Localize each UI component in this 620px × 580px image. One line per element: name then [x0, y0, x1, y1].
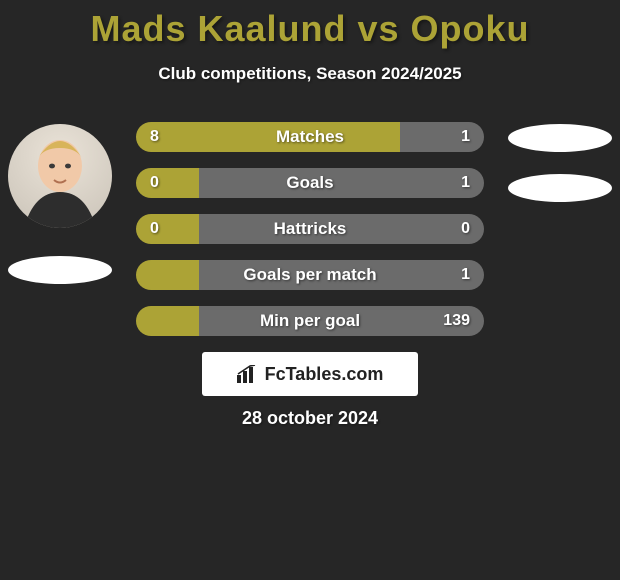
stat-category: Min per goal: [136, 306, 484, 336]
stat-row: 81Matches: [136, 122, 484, 152]
player-left-avatar: [8, 124, 112, 228]
stat-category: Matches: [136, 122, 484, 152]
brand-text: FcTables.com: [265, 364, 384, 385]
subtitle: Club competitions, Season 2024/2025: [0, 64, 620, 84]
player-right-flag-1: [508, 124, 612, 152]
stat-category: Goals: [136, 168, 484, 198]
page-title: Mads Kaalund vs Opoku: [0, 0, 620, 50]
player-left-flag: [8, 256, 112, 284]
brand-badge: FcTables.com: [202, 352, 418, 396]
stat-row: 1Goals per match: [136, 260, 484, 290]
bars-icon: [237, 365, 259, 383]
date-text: 28 october 2024: [0, 408, 620, 429]
comparison-chart: 81Matches 01Goals 00Hattricks 1Goals per ma…: [136, 122, 484, 352]
stat-row: 139Min per goal: [136, 306, 484, 336]
player-right-flag-2: [508, 174, 612, 202]
stat-category: Goals per match: [136, 260, 484, 290]
stat-row: 01Goals: [136, 168, 484, 198]
stat-category: Hattricks: [136, 214, 484, 244]
stat-row: 00Hattricks: [136, 214, 484, 244]
